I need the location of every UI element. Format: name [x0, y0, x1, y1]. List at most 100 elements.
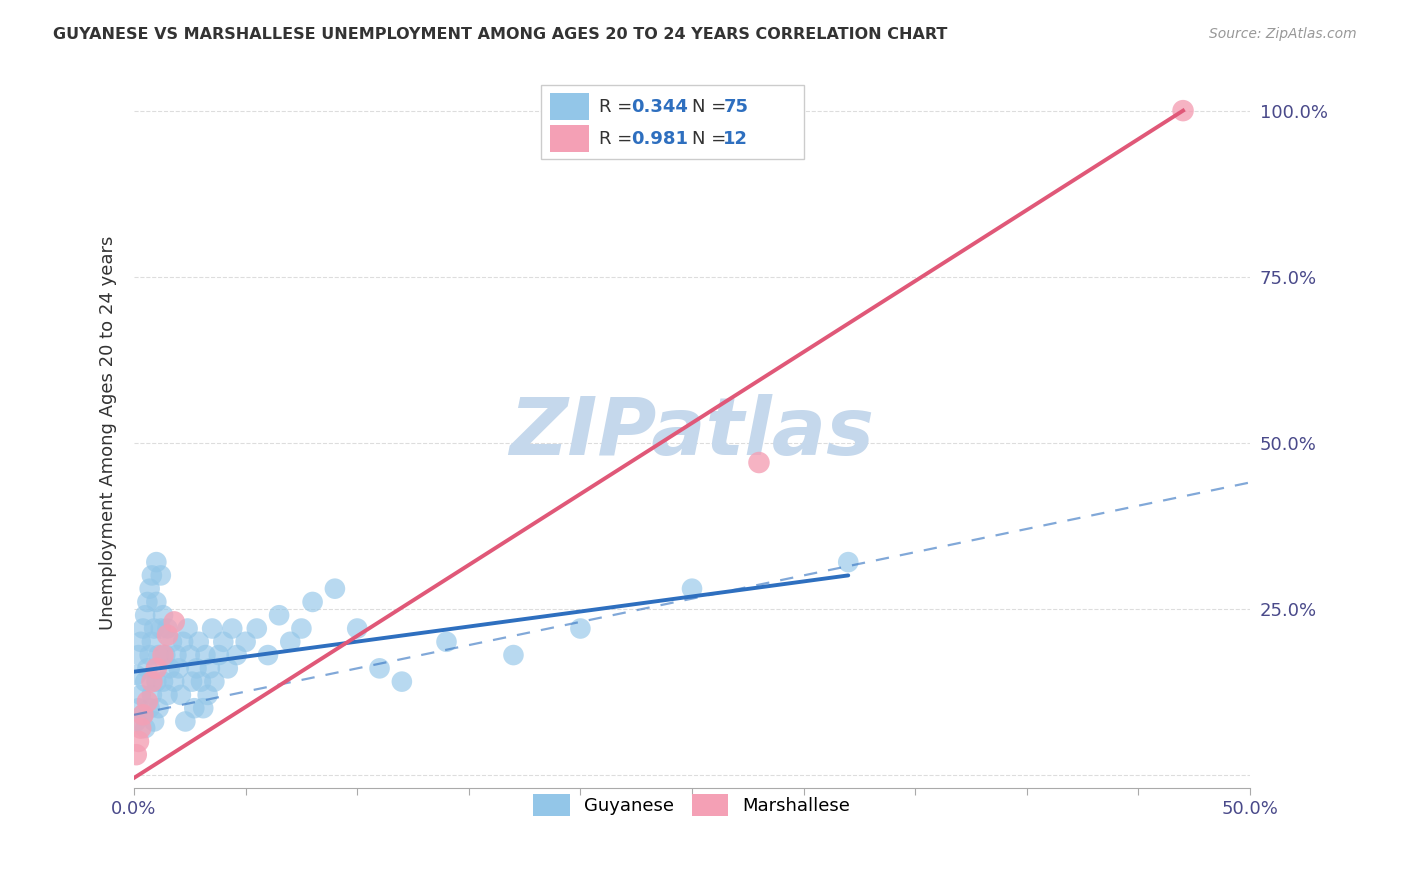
Point	[141, 688, 163, 702]
Point	[165, 648, 187, 662]
Point	[190, 674, 212, 689]
Point	[125, 668, 148, 682]
Point	[125, 714, 148, 729]
Text: 0.344: 0.344	[631, 98, 688, 116]
Y-axis label: Unemployment Among Ages 20 to 24 years: Unemployment Among Ages 20 to 24 years	[100, 235, 117, 630]
Point	[141, 635, 163, 649]
Point	[837, 555, 859, 569]
Point	[127, 648, 149, 662]
Point	[136, 595, 159, 609]
Text: N =: N =	[692, 98, 733, 116]
Point	[183, 701, 205, 715]
Point	[141, 674, 163, 689]
Point	[129, 635, 152, 649]
Point	[134, 674, 156, 689]
Point	[149, 622, 172, 636]
Point	[136, 694, 159, 708]
Point	[145, 595, 167, 609]
Point	[152, 674, 174, 689]
Point	[212, 635, 235, 649]
Point	[145, 555, 167, 569]
FancyBboxPatch shape	[550, 125, 589, 152]
Point	[138, 648, 160, 662]
Point	[187, 635, 209, 649]
Point	[134, 721, 156, 735]
Point	[163, 674, 186, 689]
Point	[246, 622, 269, 636]
Point	[149, 568, 172, 582]
Point	[290, 622, 312, 636]
Text: R =: R =	[599, 98, 638, 116]
Point	[1171, 103, 1194, 118]
Point	[152, 608, 174, 623]
Point	[201, 622, 224, 636]
Point	[502, 648, 524, 662]
Point	[143, 714, 166, 729]
Point	[197, 688, 219, 702]
Point	[391, 674, 413, 689]
Point	[176, 622, 198, 636]
Point	[138, 582, 160, 596]
Text: N =: N =	[692, 130, 733, 148]
Point	[208, 648, 231, 662]
Point	[138, 701, 160, 715]
Point	[748, 456, 770, 470]
Point	[202, 674, 225, 689]
Point	[179, 648, 201, 662]
Point	[148, 701, 170, 715]
Point	[569, 622, 592, 636]
Point	[132, 707, 155, 722]
Point	[681, 582, 703, 596]
Point	[141, 568, 163, 582]
Point	[323, 582, 346, 596]
Point	[152, 648, 174, 662]
Point	[269, 608, 291, 623]
Text: GUYANESE VS MARSHALLESE UNEMPLOYMENT AMONG AGES 20 TO 24 YEARS CORRELATION CHART: GUYANESE VS MARSHALLESE UNEMPLOYMENT AMO…	[53, 27, 948, 42]
Point	[145, 661, 167, 675]
Point	[148, 648, 170, 662]
Point	[301, 595, 323, 609]
Point	[163, 615, 186, 629]
Point	[172, 635, 194, 649]
Point	[368, 661, 391, 675]
Point	[125, 747, 148, 762]
Point	[235, 635, 257, 649]
Point	[186, 661, 208, 675]
Point	[159, 661, 181, 675]
Point	[129, 688, 152, 702]
Point	[132, 622, 155, 636]
FancyBboxPatch shape	[541, 85, 804, 159]
Point	[170, 688, 193, 702]
Point	[156, 622, 179, 636]
Point	[145, 674, 167, 689]
Text: 12: 12	[723, 130, 748, 148]
Point	[181, 674, 204, 689]
Text: R =: R =	[599, 130, 638, 148]
Point	[156, 688, 179, 702]
Text: 0.981: 0.981	[631, 130, 688, 148]
Point	[174, 714, 197, 729]
Point	[217, 661, 239, 675]
Point	[143, 622, 166, 636]
Point	[346, 622, 368, 636]
Point	[155, 648, 177, 662]
FancyBboxPatch shape	[550, 93, 589, 120]
Point	[278, 635, 301, 649]
Legend: Guyanese, Marshallese: Guyanese, Marshallese	[524, 785, 859, 825]
Point	[194, 648, 217, 662]
Text: Source: ZipAtlas.com: Source: ZipAtlas.com	[1209, 27, 1357, 41]
Point	[167, 661, 190, 675]
Point	[257, 648, 280, 662]
Point	[136, 661, 159, 675]
Point	[134, 608, 156, 623]
Point	[198, 661, 221, 675]
Point	[221, 622, 243, 636]
Point	[129, 721, 152, 735]
Point	[132, 707, 155, 722]
Point	[436, 635, 458, 649]
Point	[127, 734, 149, 748]
Point	[193, 701, 215, 715]
Point	[225, 648, 247, 662]
Point	[127, 701, 149, 715]
Point	[156, 628, 179, 642]
